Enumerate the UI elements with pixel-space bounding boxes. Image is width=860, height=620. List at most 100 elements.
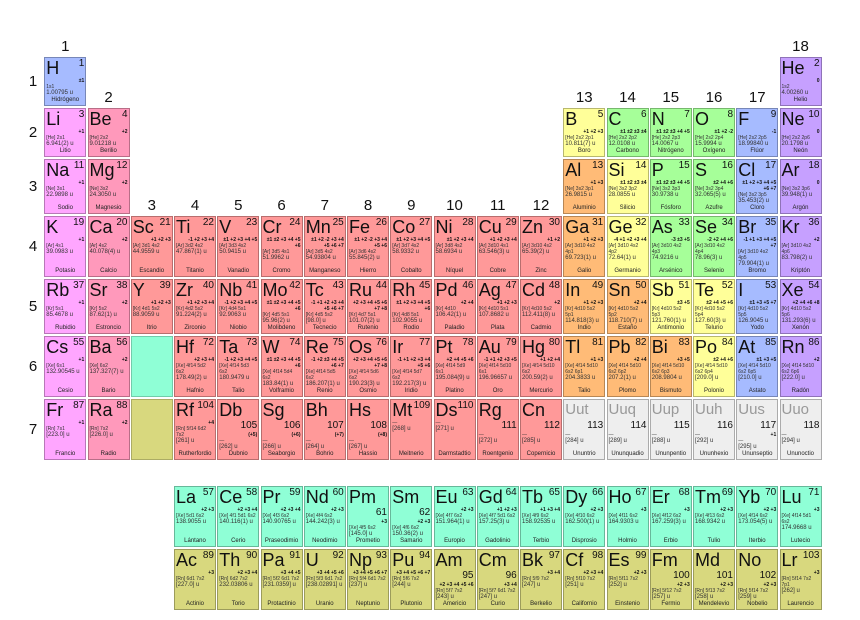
element-ar[interactable]: Ar 18 0 [Ne] 3s2 3p6 39.948(1) u Argón: [779, 159, 822, 214]
element-cl[interactable]: Cl 17 ±1 +2 +3 +4 +5 +6 +7 [Ne] 3s2 3p5 35.4…: [736, 159, 779, 214]
element-ga[interactable]: Ga 31 +1 +2 +3 [Ar] 3d10 4s2 4p1 69.723(1) u…: [563, 216, 606, 277]
element-u[interactable]: U 92 +3 +4 +5 +6 [Rn] 5f3 6d1 7s2 [238.02891…: [303, 549, 346, 610]
element-uuo[interactable]: Uuo 118 — [294] u Ununoctio: [779, 399, 822, 460]
element-pd[interactable]: Pd 46 +2 +4 [Kr] 4d10 106.42(1) u Paladio: [433, 279, 476, 334]
element-sg[interactable]: Sg 106 (+6) — [266] u Seaborgio: [260, 399, 303, 460]
element-ag[interactable]: Ag 47 +1 +2 +3 [Kr] 4d10 5s1 107.8682 u Plata: [476, 279, 519, 334]
element-rg[interactable]: Rg 111— [272] u Roentgenio: [476, 399, 519, 460]
element-he[interactable]: He 2 0 1s2 4.00260 u Helio: [779, 57, 822, 106]
element-h[interactable]: H 1 ±1 1s1 1.00795 u Hidrógeno: [44, 57, 87, 106]
element-sn[interactable]: Sn 50 +2 +4 [Kr] 4d10 5s2 5p2 118.710(7) u Es…: [606, 279, 649, 334]
element-kr[interactable]: Kr 36 +2 [Ar] 3d10 4s2 4p6 83.798(2) u Kriptó…: [779, 216, 822, 277]
element-er[interactable]: Er 68 +3 [Xe] 4f12 6s2 167.259(3) u Erbio: [649, 486, 692, 547]
element-rh[interactable]: Rh 45 ±1 +2 +3 +4 +5 +6 [Kr] 4d8 5s1 102.905…: [390, 279, 433, 334]
element-re[interactable]: Re 75 -1 +2 ±3 +4 +5 +6 +7 [Xe] 4f14 5d5 6s…: [303, 336, 346, 397]
element-eu[interactable]: Eu 63 +2 +3 [Xe] 4f7 6s2 151.964(1) u Europio: [433, 486, 476, 547]
element-lr[interactable]: Lr 103 +3 [Rn] 5f14 7s2 7p1 [262] u Laurencio: [779, 549, 822, 610]
element-rf[interactable]: Rf 104 +4 [Rn] 5f14 6d2 7s2 [261] u Rutherfor…: [174, 399, 216, 460]
element-cm[interactable]: Cm 96 +3 +4 [Rn] 5f7 6d1 7s2 [247] u Curio: [476, 549, 519, 610]
element-p[interactable]: P 15 ±1 ±2 ±3 +4 +5 [Ne] 3s2 3p3 30.9738 u Fó…: [649, 159, 692, 214]
element-np[interactable]: Np 93 +3 +4 +5 +6 +7 [Rn] 5f4 6d1 7s2 [237] …: [347, 549, 389, 610]
element-am[interactable]: Am 95 +2 +3 +4 +5 +6 [Rn] 5f7 7s2 [243] u Ame…: [433, 549, 476, 610]
element-no[interactable]: No 102 +2 +3 [Rn] 5f14 7s2 [259] u Nobelio: [736, 549, 779, 610]
element-uuq[interactable]: Uuq 114 — [289] u Ununquadio: [606, 399, 649, 460]
element-bk[interactable]: Bk 97 +3 +4 [Rn] 5f9 7s2 [247] u Berkelio: [520, 549, 562, 610]
element-i[interactable]: I 53 ±1 +3 +5 +7 [Kr] 4d10 5s2 5p5 126.9045 …: [736, 279, 779, 334]
element-li[interactable]: Li 3 +1 [He] 2s1 6.941(2) u Litio: [44, 108, 87, 157]
element-b[interactable]: B 5 +1 +2 +3 [He] 2s2 2p1 10.811(7) u Boro: [563, 108, 606, 157]
element-hs[interactable]: Hs 108 (+8) — [267] u Hassio: [347, 399, 389, 460]
element-fr[interactable]: Fr 87 +1 [Rn] 7s1 [223.0] u Francio: [44, 399, 87, 460]
element-tm[interactable]: Tm 69 +2 +3 [Xe] 4f13 6s2 168.9342 u Tulio: [693, 486, 735, 547]
element-es[interactable]: Es 99 +2 +3 [Rn] 5f11 7s2 [252] u Einstenio: [606, 549, 649, 610]
element-ni[interactable]: Ni 28 ±1 +2 +3 +4 [Ar] 3d8 4s2 58.6934 u Níqu…: [433, 216, 476, 277]
element-cn[interactable]: Cn 112— [285] u Copernicio: [520, 399, 562, 460]
element-cd[interactable]: Cd 48 +2 [Kr] 4d10 5s2 112.411(8) u Cadmio: [520, 279, 562, 334]
element-v[interactable]: V 23 ±1 +2 +3 +4 +5 [Ar] 3d3 4s2 50.9415 u Va…: [217, 216, 260, 277]
element-ru[interactable]: Ru 44 +2 +3 +4 +5 +6 +7 +8 [Kr] 4d7 5s1 101.…: [347, 279, 389, 334]
element-ba[interactable]: Ba 56 +2 [Xe] 6s2 137.327(7) u Bario: [87, 336, 130, 397]
element-pb[interactable]: Pb 82 +2 +4 [Xe] 4f14 5d10 6s2 6p2 207.2(1) …: [606, 336, 649, 397]
element-o[interactable]: O 8 ±1 +2 -2 [He] 2s2 2p4 15.9994 u Oxígeno: [693, 108, 735, 157]
element-bh[interactable]: Bh 107 (+7) — [264] u Bohrio: [303, 399, 346, 460]
element-la[interactable]: La 57 +2 +3 [Xe] 5d1 6s2 138.9055 u Lántano: [174, 486, 216, 547]
element-sb[interactable]: Sb 51 ±3 +5 [Kr] 4d10 5s2 5p3 121.760(1) u An…: [649, 279, 692, 334]
element-tb[interactable]: Tb 65 +1 +3 +4 [Xe] 4f9 6s2 158.92535 u Terbi…: [520, 486, 562, 547]
element-sr[interactable]: Sr 38 +2 [Kr] 5s2 87.62(1) u Estroncio: [87, 279, 130, 334]
element-ho[interactable]: Ho 67 +3 [Xe] 4f11 6s2 164.9303 u Holmio: [606, 486, 649, 547]
element-mg[interactable]: Mg 12 +2 [Ne] 3s2 24.3050 u Magnesio: [87, 159, 130, 214]
element-yb[interactable]: Yb 70 +2 +3 [Xe] 4f14 6s2 173.054(5) u Iterbi…: [736, 486, 779, 547]
element-mn[interactable]: Mn 25 ±1 +2 -2 +3 +4 +5 +6 +7 [Ar] 3d5 4s2 5…: [303, 216, 346, 277]
element-tc[interactable]: Tc 43 -1 +1 +2 +3 +4 +5 +6 +7 [Kr] 4d5 5s2[…: [303, 279, 346, 334]
element-mt[interactable]: Mt 109— [268] u Meitnerio: [390, 399, 433, 460]
element-ti[interactable]: Ti 22 -1 +2 +3 +4 [Ar] 3d2 4s2 47.867(1) u Ti…: [174, 216, 216, 277]
element-zn[interactable]: Zn 30 +1 +2 [Ar] 3d10 4s2 65.39(2) u Zinc: [520, 216, 562, 277]
element-bi[interactable]: Bi 83 +3 +5 [Xe] 4f14 5d10 6s2 6p3 208.9804 …: [649, 336, 692, 397]
element-hg[interactable]: Hg 80 +1 +2 +4 [Xe] 4f14 5d10 6s2 200.59(2) …: [520, 336, 562, 397]
element-pm[interactable]: Pm 61 +3 [Xe] 4f5 6s2 [145.0] u Prometio: [347, 486, 389, 547]
element-uuh[interactable]: Uuh 116 — [292] u Ununhexio: [693, 399, 735, 460]
element-lu[interactable]: Lu 71 +3 [Xe] 4f14 5d1 6s2 174.9668 u Lutecio: [779, 486, 822, 547]
element-pa[interactable]: Pa 91 +3 +4 +5 [Rn] 5f2 6d1 7s2 [231.0359] u…: [260, 549, 303, 610]
element-te[interactable]: Te 52 ±2 +4 +5 +6 [Kr] 4d10 5s2 5p4 127.60(3…: [693, 279, 735, 334]
element-ir[interactable]: Ir 77 -1 +1 +2 +3 +4 +5 +6 [Xe] 4f14 5d7 6s…: [390, 336, 433, 397]
element-ra[interactable]: Ra 88 +2 [Rn] 7s2 [226.0] u Radio: [87, 399, 130, 460]
element-in[interactable]: In 49 +1 +2 +3 [Kr] 4d10 5s2 5p1 114.818(3) …: [563, 279, 606, 334]
element-cs[interactable]: Cs 55 +1 [Xe] 6s1 132.90545 u Cesio: [44, 336, 87, 397]
element-au[interactable]: Au 79 -1 +1 +2 +3 +5 [Xe] 4f14 5d10 6s1 196.…: [476, 336, 519, 397]
element-f[interactable]: F 9 -1 [He] 2s2 2p5 18.99840 u Flúor: [736, 108, 779, 157]
element-md[interactable]: Md 101 +2 +3 [Rn] 5f13 7s2 [258] u Mendelevio: [693, 549, 735, 610]
element-hf[interactable]: Hf 72 +2 +3 +4 [Xe] 4f14 5d2 6s2 178.49(2) u…: [174, 336, 216, 397]
element-na[interactable]: Na 11 +1 [Ne] 3s1 22.9898 u Sodio: [44, 159, 87, 214]
element-w[interactable]: W 74 ±1 ±2 +3 +4 +5 +6 [Xe] 4f14 5d4 6s2 183…: [260, 336, 303, 397]
element-os[interactable]: Os 76 +2 +3 +4 +5 +6 +7 +8 [Xe] 4f14 5d6 6s…: [347, 336, 389, 397]
element-fe[interactable]: Fe 26 ±1 +2 -2 +3 +4 +5 +6 [Ar] 3d6 4s2 55.8…: [347, 216, 389, 277]
element-dy[interactable]: Dy 66 +2 +3 [Xe] 4f10 6s2 162.500(1) u Dispro…: [563, 486, 606, 547]
element-pr[interactable]: Pr 59 +2 +3 +4 [Xe] 4f3 6s2 140.90765 u Prase…: [260, 486, 303, 547]
element-ds[interactable]: Ds 110— [271] u Darmstadtio: [433, 399, 476, 460]
element-sm[interactable]: Sm 62 +2 +3 [Xe] 4f6 6s2 150.36(2) u Samario: [390, 486, 433, 547]
element-rn[interactable]: Rn 86 +2 [Xe] 4f14 5d10 6s2 6p6 [222.0] u Rad…: [779, 336, 822, 397]
element-zr[interactable]: Zr 40 +1 +2 +3 +4 [Kr] 4d2 5s2 91.224(2) u Zi…: [174, 279, 216, 334]
element-br[interactable]: Br 35 -1 +1 +3 +4 +5 +7 [Ar] 3d10 4s2 4p5 79…: [736, 216, 779, 277]
element-th[interactable]: Th 90 +2 +3 +4 [Rn] 6d2 7s2 232.03806 u Torio: [217, 549, 260, 610]
element-sc[interactable]: Sc 21 +1 +2 +3 [Ar] 3d1 4s2 44.9559 u Escandi…: [130, 216, 173, 277]
element-ta[interactable]: Ta 73 -1 +2 +3 +4 +5 [Xe] 4f14 5d3 6s2 180.9…: [217, 336, 260, 397]
element-se[interactable]: Se 34 -2 +2 +4 +6 [Ar] 3d10 4s2 4p4 78.96(3)…: [693, 216, 735, 277]
element-mo[interactable]: Mo 42 ±1 ±2 +3 +4 +5 +6 [Kr] 4d5 5s1 95.96(2…: [260, 279, 303, 334]
element-ge[interactable]: Ge 32 -4 +1 +2 +3 +4 [Ar] 3d10 4s2 4p2 72.64…: [606, 216, 649, 277]
element-pu[interactable]: Pu 94 +3 +4 +5 +6 +7 [Rn] 5f6 7s2 [244] u Plu…: [390, 549, 433, 610]
element-cr[interactable]: Cr 24 ±1 ±2 +3 +4 +5 +6 [Ar] 3d5 4s1 51.9962…: [260, 216, 303, 277]
element-fm[interactable]: Fm 100 +2 +3 [Rn] 5f12 7s2 [257] u Fermio: [649, 549, 692, 610]
element-ac[interactable]: Ac 89 +3 [Rn] 6d1 7s2 [227.0] u Actinio: [174, 549, 216, 610]
element-k[interactable]: K 19 +1 [Ar] 4s1 39.0983 u Potasio: [44, 216, 87, 277]
element-be[interactable]: Be 4 +2 [He] 2s2 9.01218 u Berilio: [87, 108, 130, 157]
element-ca[interactable]: Ca 20 +2 [Ar] 4s2 40.078(4) u Calcio: [87, 216, 130, 277]
element-pt[interactable]: Pt 78 +2 +4 +5 +6 [Xe] 4f14 5d9 6s1 195.084(…: [433, 336, 476, 397]
element-uus[interactable]: Uus 117 +1 — [295] u Ununseptio: [736, 399, 779, 460]
element-xe[interactable]: Xe 54 +2 +4 +6 +8 [Kr] 4d10 5s2 5p6 131.293(…: [779, 279, 822, 334]
element-ne[interactable]: Ne 10 0 [He] 2s2 2p6 20.1798 u Neón: [779, 108, 822, 157]
element-n[interactable]: N 7 ±1 ±2 ±3 +4 +5 [He] 2s2 2p3 14.0067 u Nit…: [649, 108, 692, 157]
